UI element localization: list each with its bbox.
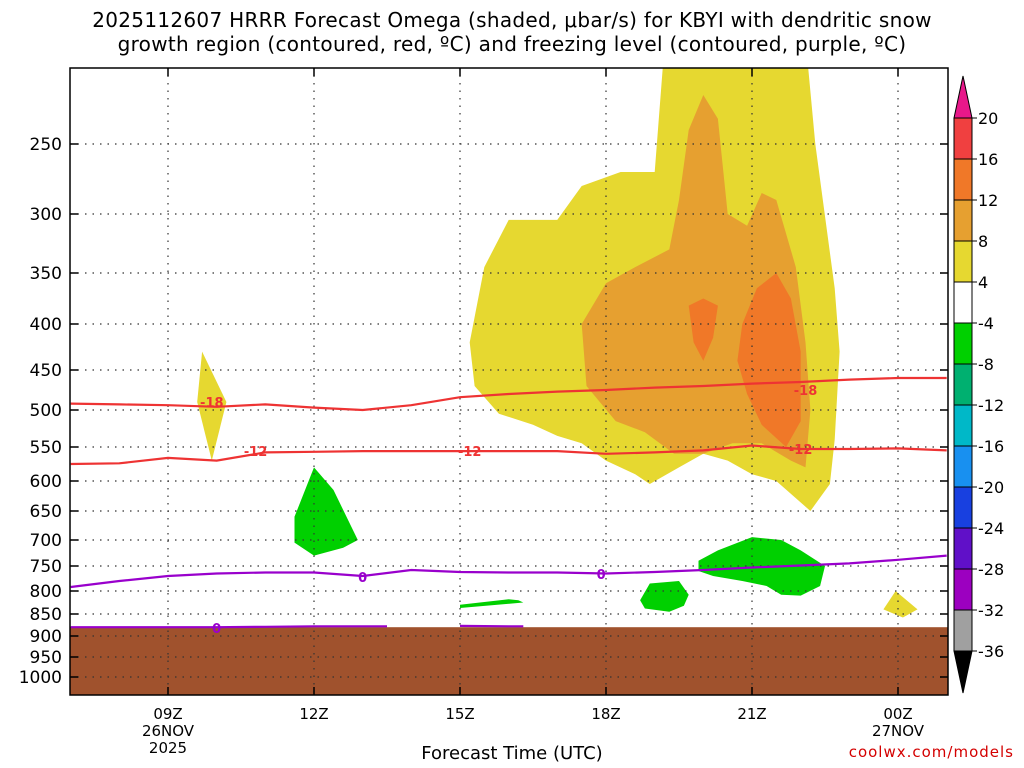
- freezing-level-contour-label-1-0: 0: [212, 622, 221, 637]
- y-tick-label-650: 650: [30, 502, 62, 522]
- colorbar-top-arrow: [953, 75, 973, 119]
- x-tick-label-15Z-0: 15Z: [445, 705, 474, 723]
- colorbar-label-6: -8: [978, 355, 994, 374]
- chart-title-line-1: 2025112607 HRRR Forecast Omega (shaded, …: [92, 8, 932, 32]
- x-tick-label-00Z-1: 27NOV: [872, 722, 925, 740]
- omega-region-12-16-3: [688, 298, 718, 361]
- colorbar-label-3: 8: [978, 232, 988, 251]
- colorbar-label-0: 20: [978, 109, 998, 128]
- omega-region--4--8-7: [460, 599, 524, 608]
- colorbar-label-4: 4: [978, 273, 988, 292]
- colorbar-label-11: -28: [978, 560, 1004, 579]
- x-tick-label-18Z-0: 18Z: [591, 705, 620, 723]
- freezing-level-contour-1: [70, 625, 387, 629]
- y-tick-label-550: 550: [30, 438, 62, 458]
- omega-region--4--8-8: [640, 581, 689, 612]
- colorbar-box-0: [953, 117, 973, 160]
- x-tick-label-12Z-0: 12Z: [299, 705, 328, 723]
- dgz-contour-0: [70, 376, 947, 412]
- y-tick-label-600: 600: [30, 472, 62, 492]
- colorbar-box-12: [953, 609, 973, 652]
- colorbar-bottom-arrow: [953, 650, 973, 694]
- x-tick-label-09Z-0: 09Z: [153, 705, 182, 723]
- colorbar-label-13: -36: [978, 642, 1004, 661]
- colorbar-box-2: [953, 199, 973, 242]
- colorbar-box-6: [953, 363, 973, 406]
- colorbar-label-5: -4: [978, 314, 994, 333]
- colorbar-label-1: 16: [978, 150, 998, 169]
- omega-region-12-16-4: [737, 273, 801, 447]
- y-tick-label-250: 250: [30, 135, 62, 155]
- y-tick-label-450: 450: [30, 361, 62, 381]
- colorbar-label-10: -24: [978, 519, 1004, 538]
- chart-title-line-2: growth region (contoured, red, ºC) and f…: [117, 32, 907, 56]
- colorbar-label-12: -32: [978, 601, 1004, 620]
- y-tick-label-950: 950: [30, 648, 62, 668]
- colorbar-box-4: [953, 281, 973, 324]
- y-tick-label-1000: 1000: [19, 668, 62, 688]
- y-tick-label-800: 800: [30, 582, 62, 602]
- colorbar-label-8: -16: [978, 437, 1004, 456]
- y-tick-label-900: 900: [30, 627, 62, 647]
- colorbar-box-10: [953, 527, 973, 570]
- y-tick-label-350: 350: [30, 264, 62, 284]
- x-tick-label-21Z-0: 21Z: [737, 705, 766, 723]
- freezing-level-contour-0: [70, 554, 947, 589]
- x-axis-label: Forecast Time (UTC): [421, 743, 603, 764]
- dgz-contour-1: [70, 444, 947, 466]
- y-tick-label-700: 700: [30, 531, 62, 551]
- y-tick-label-300: 300: [30, 205, 62, 225]
- dgz-contour-label-1-0: -12: [244, 445, 268, 460]
- y-tick-label-850: 850: [30, 605, 62, 625]
- colorbar-box-3: [953, 240, 973, 283]
- colorbar-box-8: [953, 445, 973, 488]
- source-credit: coolwx.com/models: [848, 743, 1014, 761]
- colorbar-box-11: [953, 568, 973, 611]
- dgz-contour-label-0-1: -18: [794, 384, 818, 399]
- x-tick-label-09Z-2: 2025: [149, 739, 187, 757]
- terrain-fill: [70, 627, 948, 695]
- colorbar-box-1: [953, 158, 973, 201]
- plot-area: -18 -18 -12 -12 -12 0 0 0: [70, 68, 948, 695]
- freezing-level-contour-label-0-1: 0: [597, 568, 606, 583]
- colorbar-label-9: -20: [978, 478, 1004, 497]
- colorbar-box-7: [953, 404, 973, 447]
- colorbar-label-2: 12: [978, 191, 998, 210]
- omega-region-4-8-5: [883, 591, 918, 618]
- dgz-contour-label-1-1: -12: [458, 445, 482, 460]
- plot-frame: [69, 67, 949, 696]
- freezing-level-contour-label-0-0: 0: [358, 571, 367, 586]
- x-tick-label-09Z-1: 26NOV: [142, 722, 195, 740]
- y-tick-label-400: 400: [30, 315, 62, 335]
- x-tick-label-00Z-0: 00Z: [883, 705, 912, 723]
- dgz-contour-label-1-2: -12: [789, 443, 813, 458]
- colorbar-box-5: [953, 322, 973, 365]
- colorbar-box-9: [953, 486, 973, 529]
- colorbar-label-7: -12: [978, 396, 1004, 415]
- y-tick-label-500: 500: [30, 401, 62, 421]
- y-tick-label-750: 750: [30, 557, 62, 577]
- dgz-contour-label-0-0: -18: [200, 396, 224, 411]
